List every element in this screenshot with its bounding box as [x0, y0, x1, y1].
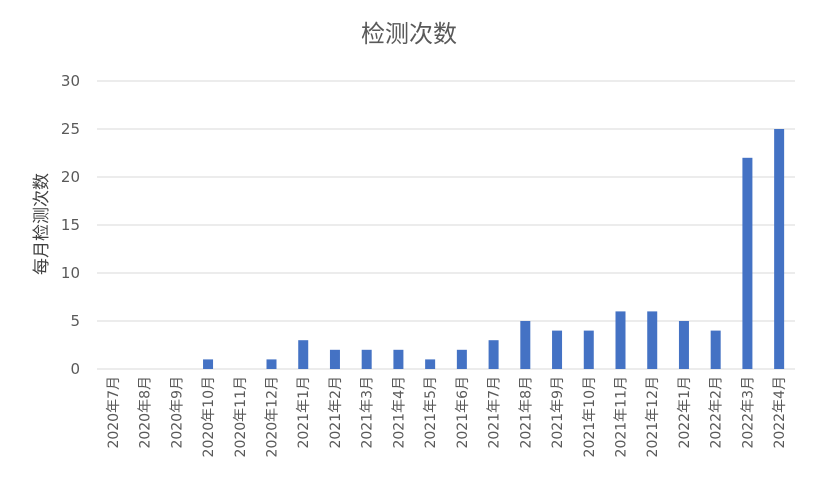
bar: [520, 321, 531, 369]
bar: [774, 129, 785, 369]
x-tick-label: 2021年11月: [614, 376, 630, 457]
x-tick-label: 2021年8月: [518, 376, 534, 449]
x-tick-label: 2021年7月: [487, 376, 503, 449]
x-tick-label: 2021年9月: [550, 376, 566, 449]
x-tick-label: 2020年12月: [265, 376, 281, 457]
bar-series: [203, 129, 785, 369]
y-tick-label: 5: [70, 312, 80, 330]
chart-title: 检测次数: [361, 20, 457, 48]
x-tick-label: 2022年3月: [740, 376, 756, 449]
x-tick-label: 2021年12月: [645, 376, 661, 457]
bar: [583, 330, 594, 369]
x-tick-label: 2021年10月: [582, 376, 598, 457]
bar: [298, 340, 309, 369]
x-tick-label: 2020年11月: [233, 376, 249, 457]
x-tick-label: 2020年8月: [138, 376, 154, 449]
bar: [329, 349, 340, 369]
bar: [425, 359, 436, 369]
x-tick-label: 2021年4月: [391, 376, 407, 449]
x-tick-label: 2021年6月: [455, 376, 471, 449]
bar: [647, 311, 658, 369]
x-tick-label: 2022年2月: [709, 376, 725, 449]
x-tick-label: 2020年9月: [169, 376, 185, 449]
x-tick-label: 2021年3月: [360, 376, 376, 449]
bar: [742, 157, 753, 369]
bar: [361, 349, 372, 369]
y-axis-label: 每月检测次数: [32, 173, 52, 275]
y-tick-label: 20: [61, 168, 80, 186]
x-tick-label: 2021年1月: [296, 376, 312, 449]
x-axis-ticks: 2020年7月 2020年8月 2020年9月 2020年10月 2020年11月 202…: [106, 376, 788, 457]
x-tick-label: 2022年4月: [772, 376, 788, 449]
y-tick-label: 30: [61, 72, 80, 90]
gridlines: [97, 80, 795, 370]
y-tick-label: 15: [61, 216, 80, 234]
bar: [678, 321, 689, 369]
bar: [615, 311, 626, 369]
bar: [710, 330, 721, 369]
x-tick-label: 2021年2月: [328, 376, 344, 449]
bar: [456, 349, 467, 369]
x-tick-label: 2020年10月: [201, 376, 217, 457]
y-axis-ticks: 0 5 10 15 20 25 30: [61, 72, 80, 378]
bar: [552, 330, 563, 369]
y-tick-label: 0: [70, 360, 80, 378]
x-tick-label: 2021年5月: [423, 376, 439, 449]
y-tick-label: 25: [61, 120, 80, 138]
bar: [203, 359, 214, 369]
bar: [393, 349, 404, 369]
bar: [488, 340, 499, 369]
y-tick-label: 10: [61, 264, 80, 282]
x-tick-label: 2020年7月: [106, 376, 122, 449]
bar: [266, 359, 277, 369]
x-tick-label: 2022年1月: [677, 376, 693, 449]
